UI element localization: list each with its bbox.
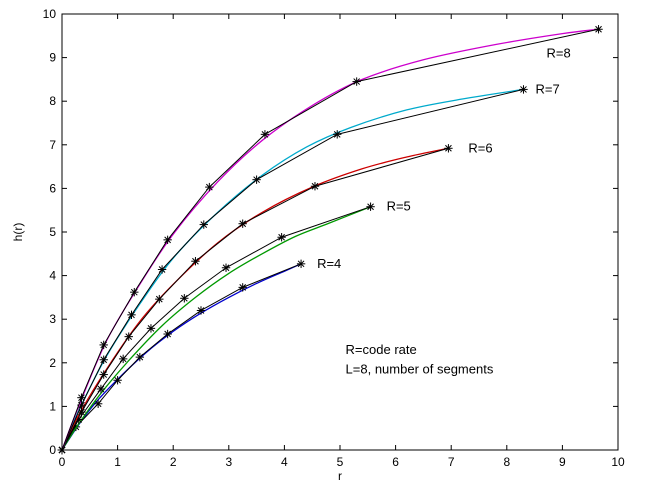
series-curve [61, 263, 302, 451]
segment-point-marker [180, 294, 189, 303]
segment-point-marker [130, 287, 139, 297]
segment-point-marker [205, 182, 214, 192]
x-tick-label: 0 [59, 455, 66, 469]
series-label: R=5 [387, 199, 411, 214]
segment-point-marker [113, 376, 122, 385]
segment-point-marker [127, 310, 136, 320]
annotation-code-rate: R=code rate [346, 342, 417, 357]
x-tick-label: 9 [559, 455, 566, 469]
annotation-segments: L=8, number of segments [346, 362, 494, 377]
series-5 [57, 25, 603, 455]
segment-point-marker [191, 257, 200, 266]
segment-point-marker [333, 130, 342, 139]
segment-point-marker [444, 144, 453, 153]
segment-point-marker [77, 393, 86, 402]
series-2 [57, 202, 375, 455]
y-tick-label: 9 [49, 51, 56, 65]
y-tick-label: 2 [49, 356, 56, 370]
segment-point-marker [93, 399, 103, 408]
segment-point-marker [519, 85, 528, 94]
segment-point-marker [163, 235, 172, 245]
segment-point-marker [296, 259, 306, 269]
y-tick-label: 4 [49, 269, 56, 283]
x-tick-label: 3 [225, 455, 232, 469]
y-axis-label: h(r) [11, 223, 25, 242]
y-tick-label: 1 [49, 399, 56, 413]
x-axis-label: r [338, 469, 342, 483]
y-tick-label: 10 [43, 7, 57, 21]
x-tick-label: 4 [281, 455, 288, 469]
segment-point-marker [99, 340, 108, 350]
segment-point-marker [163, 329, 172, 339]
segment-point-marker [196, 306, 206, 315]
x-tick-label: 2 [170, 455, 177, 469]
segment-point-marker [277, 233, 286, 242]
series-label: R=7 [535, 81, 559, 96]
segment-point-marker [135, 352, 145, 362]
x-tick-label: 5 [337, 455, 344, 469]
series-label: R=6 [468, 140, 492, 155]
segment-point-marker [238, 219, 247, 228]
segment-point-marker [594, 25, 603, 34]
segment-point-marker [96, 384, 106, 394]
y-tick-label: 5 [49, 225, 56, 239]
segment-point-marker [366, 202, 375, 211]
x-tick-label: 1 [114, 455, 121, 469]
segment-point-marker [57, 445, 67, 455]
segment-point-marker [118, 354, 128, 364]
segment-point-marker [221, 263, 231, 272]
axis-ticks: 0 1 2 3 4 5 6 7 8 9 10 0 1 2 3 4 5 6 7 8 9 10 [43, 7, 625, 469]
segment-point-marker [157, 265, 167, 274]
segment-point-marker [99, 355, 108, 364]
x-tick-label: 7 [448, 455, 455, 469]
segment-point-marker [310, 182, 320, 191]
y-tick-label: 0 [49, 443, 56, 457]
segment-point-marker [99, 370, 108, 379]
segment-point-marker [199, 220, 208, 229]
x-tick-label: 6 [392, 455, 399, 469]
segment-point-marker [238, 283, 247, 292]
y-tick-label: 3 [49, 312, 56, 326]
segment-point-marker [260, 130, 270, 139]
x-tick-label: 10 [611, 455, 625, 469]
segment-point-marker [146, 324, 156, 333]
series-curve [61, 147, 449, 451]
series-label: R=4 [317, 256, 341, 271]
series-layer [57, 25, 603, 455]
y-tick-label: 7 [49, 138, 56, 152]
series-labels: R=4 R=5 R=6 R=7 R=8 [317, 45, 571, 271]
segment-point-marker [352, 77, 361, 86]
series-label: R=8 [547, 45, 571, 60]
segment-point-marker [155, 294, 164, 304]
segment-point-marker [252, 175, 261, 184]
y-tick-label: 6 [49, 181, 56, 195]
series-curve [61, 206, 371, 451]
segment-point-marker [124, 332, 133, 341]
x-tick-label: 8 [503, 455, 510, 469]
y-tick-label: 8 [49, 94, 56, 108]
series-3 [57, 144, 453, 455]
